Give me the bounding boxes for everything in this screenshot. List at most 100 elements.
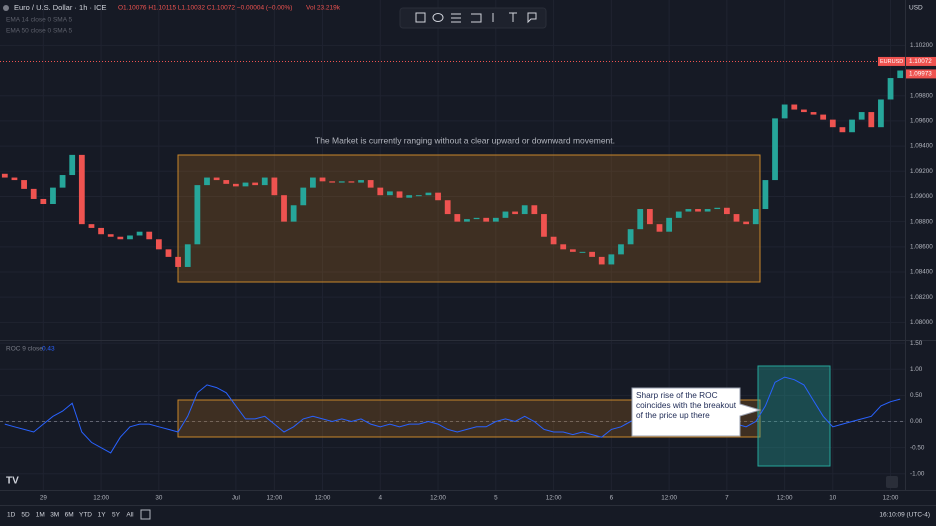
- x-tick-label: 4: [379, 495, 383, 502]
- candle-body: [550, 236, 557, 245]
- candle-body: [261, 177, 268, 186]
- candle-body: [338, 181, 345, 183]
- y-tick-label: -0.50: [910, 444, 925, 451]
- currency-label[interactable]: USD: [909, 5, 923, 12]
- period-button[interactable]: 5Y: [112, 512, 121, 519]
- highlight-layer: [177, 154, 831, 467]
- y-tick-label: 1.08400: [910, 269, 933, 276]
- candle-body: [435, 192, 441, 201]
- y-tick-label: 1.09000: [910, 193, 933, 200]
- y-tick-label: 1.08600: [910, 243, 933, 250]
- x-tick-label: 30: [155, 495, 163, 502]
- breakout-box: [757, 365, 831, 467]
- x-tick-label: 12:00: [777, 495, 793, 502]
- candle-body: [608, 254, 615, 265]
- candle-body: [175, 256, 181, 267]
- range-box: [177, 154, 761, 283]
- indicator-legend[interactable]: EMA 50 close 0 SMA 5: [6, 28, 73, 35]
- candle-body: [281, 195, 287, 222]
- candle-body: [492, 217, 499, 222]
- candle-body: [618, 244, 624, 255]
- candle-body: [69, 154, 76, 176]
- candle-body: [1, 173, 8, 178]
- symbol-icon: [3, 5, 9, 11]
- candle-body: [878, 99, 884, 128]
- tool-text[interactable]: [509, 12, 517, 22]
- symbol-title[interactable]: Euro / U.S. Dollar · 1h · ICE: [14, 3, 107, 12]
- roc-line: [4, 376, 901, 454]
- last-price-tag: 1.10072: [909, 58, 932, 65]
- candle-body: [656, 224, 663, 232]
- period-button[interactable]: 3M: [50, 512, 59, 519]
- x-tick-label: 10: [829, 495, 837, 502]
- x-tick-label: 12:00: [93, 495, 109, 502]
- candle-body: [252, 182, 259, 186]
- candle-body: [98, 227, 104, 235]
- y-tick-label: -1.00: [910, 470, 925, 477]
- candle-body: [579, 251, 586, 253]
- candle-body: [637, 209, 644, 230]
- candle-body: [406, 195, 413, 198]
- x-tick-label: 12:00: [661, 495, 677, 502]
- candle-body: [887, 78, 894, 100]
- candle-body: [425, 192, 432, 196]
- candle-body: [30, 188, 37, 199]
- indicator-legend[interactable]: EMA 14 close 0 SMA 5: [6, 17, 73, 24]
- indicator-price-tag: 1.09973: [909, 71, 932, 78]
- candle-body: [310, 177, 316, 188]
- tool-lines[interactable]: [451, 13, 461, 23]
- candle-body: [329, 181, 336, 183]
- period-button[interactable]: 1Y: [98, 512, 107, 519]
- period-button[interactable]: All: [126, 512, 134, 519]
- candle-body: [868, 112, 875, 128]
- date-range-button[interactable]: [140, 509, 151, 520]
- period-button[interactable]: 1M: [36, 512, 45, 519]
- callout-shape: [631, 387, 762, 437]
- y-tick-label: 1.08000: [910, 319, 933, 326]
- candle-body: [59, 175, 66, 188]
- tool-range[interactable]: [471, 13, 482, 23]
- period-button[interactable]: 1D: [7, 512, 16, 519]
- candle-body: [675, 211, 682, 218]
- candle-body: [897, 70, 904, 79]
- candle-body: [213, 177, 220, 181]
- candle-body: [107, 234, 114, 237]
- period-button[interactable]: YTD: [79, 512, 92, 519]
- candle-body: [396, 191, 403, 198]
- roc-title[interactable]: ROC 9 close: [6, 346, 43, 353]
- tool-rectangle[interactable]: [415, 12, 426, 23]
- candle-body: [464, 219, 470, 222]
- candle-body: [300, 187, 307, 206]
- candle-body: [377, 187, 384, 196]
- candle-body: [242, 182, 249, 187]
- y-tick-label: 0.50: [910, 392, 923, 399]
- candle-body: [290, 205, 297, 222]
- x-tick-label: 29: [40, 495, 48, 502]
- candle-body: [752, 209, 759, 225]
- candle-body: [733, 214, 740, 222]
- logo[interactable]: TV: [6, 476, 19, 487]
- candle-body: [512, 211, 518, 215]
- candle-body: [40, 198, 47, 204]
- candle-body: [541, 214, 547, 237]
- ohlc-readout: O1.10076 H1.10115 L1.10032 C1.10072 −0.0…: [118, 5, 292, 12]
- period-button[interactable]: 6M: [65, 512, 74, 519]
- candle-body: [127, 235, 133, 240]
- scroll-button[interactable]: [886, 476, 898, 488]
- x-tick-label: 12:00: [546, 495, 562, 502]
- candle-body: [666, 217, 673, 232]
- candle-body: [531, 205, 538, 215]
- y-tick-label: 1.10200: [910, 42, 933, 49]
- candle-body: [627, 229, 634, 245]
- candle-body: [569, 249, 576, 252]
- period-button[interactable]: 5D: [21, 512, 30, 519]
- y-tick-label: 1.09400: [910, 143, 933, 150]
- candle-body: [695, 209, 701, 212]
- x-tick-label: 6: [610, 495, 614, 502]
- tool-callout[interactable]: [527, 12, 537, 24]
- candle-body: [772, 118, 778, 181]
- tool-ellipse[interactable]: [432, 13, 444, 22]
- candle-body: [560, 244, 567, 250]
